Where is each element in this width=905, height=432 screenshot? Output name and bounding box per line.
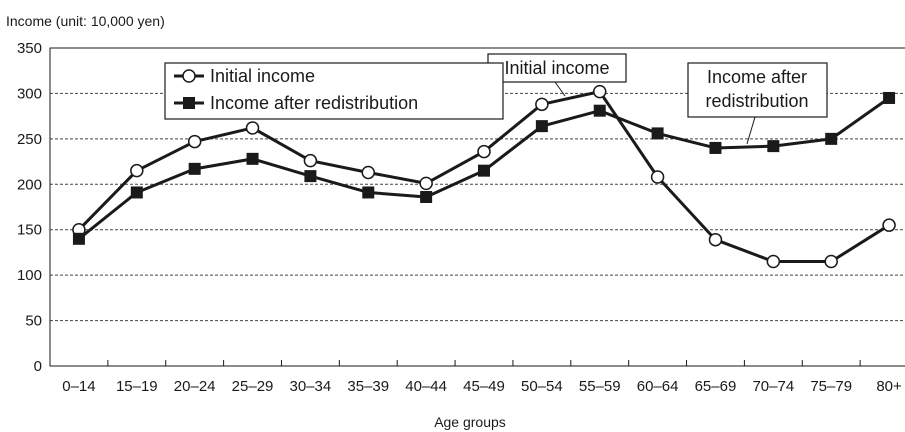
y-tick-label: 100 xyxy=(17,267,42,284)
data-point xyxy=(650,170,665,184)
data-point xyxy=(882,218,896,232)
x-tick-label: 75–79 xyxy=(810,378,852,395)
legend-box xyxy=(164,62,504,120)
x-tick-label: 80+ xyxy=(876,378,902,395)
y-tick-label: 350 xyxy=(17,40,42,57)
data-point xyxy=(361,165,376,180)
data-point xyxy=(72,232,85,245)
x-tick-label: 35–39 xyxy=(347,378,389,395)
y-tick-labels: 0 50 100 150 200 250 300 350 xyxy=(17,40,42,375)
y-tick-label: 0 xyxy=(34,358,42,375)
x-tick-label: 25–29 xyxy=(232,378,274,395)
callout-label: Initial income xyxy=(504,58,609,78)
y-tick-label: 250 xyxy=(17,131,42,148)
data-point xyxy=(478,164,490,177)
data-point xyxy=(824,254,838,269)
data-point xyxy=(130,163,144,178)
x-tick-label: 50–54 xyxy=(521,378,563,395)
legend-label: Initial income xyxy=(210,66,315,86)
data-point xyxy=(188,162,201,175)
x-tick-label: 60–64 xyxy=(637,378,679,395)
callout-leader xyxy=(554,81,566,97)
y-axis-title: Income (unit: 10,000 yen) xyxy=(6,13,165,29)
data-point xyxy=(708,232,723,247)
data-point xyxy=(303,153,318,168)
data-point xyxy=(246,152,259,165)
x-tick-label: 40–44 xyxy=(405,378,447,395)
y-tick-label: 200 xyxy=(17,176,42,193)
data-series xyxy=(72,84,896,269)
x-tick-label: 65–69 xyxy=(695,378,737,395)
data-point xyxy=(593,104,606,117)
data-point xyxy=(535,97,549,112)
x-tick-label: 55–59 xyxy=(579,378,621,395)
x-tick-label: 45–49 xyxy=(463,378,505,395)
data-point xyxy=(766,254,781,269)
data-point xyxy=(304,170,317,183)
x-tick-label: 70–74 xyxy=(752,378,794,395)
x-tick-label: 20–24 xyxy=(174,378,216,395)
x-tick-labels: 0–14 15–19 20–24 25–29 30–34 35–39 40–44 45–49 5… xyxy=(62,378,902,395)
data-point xyxy=(419,176,433,191)
data-point xyxy=(535,120,548,133)
data-point xyxy=(362,186,375,199)
data-point xyxy=(245,121,260,135)
data-point xyxy=(767,140,780,153)
x-tick-label: 30–34 xyxy=(290,378,332,395)
y-tick-label: 300 xyxy=(17,85,42,102)
y-tick-label: 50 xyxy=(25,313,42,330)
axes xyxy=(49,47,905,367)
legend-label: Income after redistribution xyxy=(210,93,418,113)
data-point xyxy=(825,132,838,145)
callout-box xyxy=(687,62,828,118)
x-tick-label: 0–14 xyxy=(62,378,95,395)
data-point xyxy=(592,84,607,99)
callout-label: Income after xyxy=(707,67,807,87)
data-point xyxy=(477,144,491,159)
x-tick-label: 15–19 xyxy=(116,378,158,395)
data-point xyxy=(883,91,896,104)
callouts: Initial income Income after redistribution xyxy=(487,53,828,145)
plot-frame xyxy=(49,47,905,367)
data-point xyxy=(187,134,202,149)
legend: Initial income Income after redistributio… xyxy=(164,62,504,120)
callout-leader xyxy=(746,116,756,145)
legend-marker xyxy=(183,97,195,109)
data-point xyxy=(420,191,433,204)
legend-marker xyxy=(182,69,196,83)
y-tick-label: 150 xyxy=(17,222,42,239)
callout-label: redistribution xyxy=(705,91,808,111)
data-point xyxy=(709,141,722,154)
x-axis-title: Age groups xyxy=(434,414,506,430)
data-point xyxy=(651,127,664,140)
data-point xyxy=(130,186,143,199)
